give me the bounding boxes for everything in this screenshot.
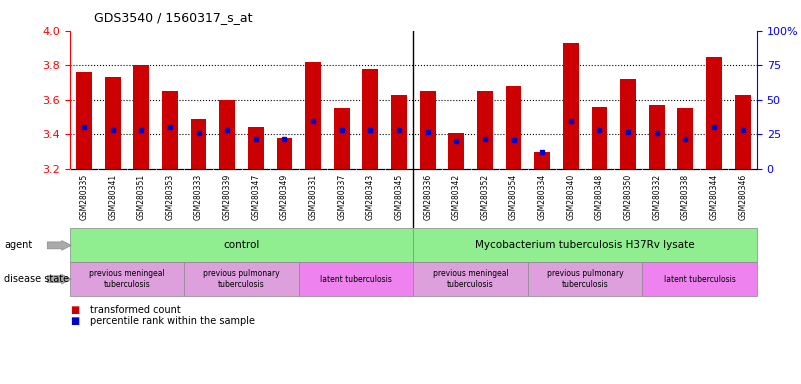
Text: GSM280341: GSM280341 <box>108 174 117 220</box>
Text: transformed count: transformed count <box>90 305 180 314</box>
Bar <box>219 100 235 169</box>
Text: control: control <box>223 240 260 250</box>
Bar <box>649 105 665 169</box>
Bar <box>420 91 436 169</box>
Text: GSM280338: GSM280338 <box>681 174 690 220</box>
Bar <box>248 127 264 169</box>
Text: latent tuberculosis: latent tuberculosis <box>320 275 392 284</box>
Text: GSM280345: GSM280345 <box>395 174 404 220</box>
Bar <box>678 109 693 169</box>
Bar <box>592 107 607 169</box>
Text: GSM280337: GSM280337 <box>337 174 346 220</box>
Text: ■: ■ <box>70 305 79 314</box>
Bar <box>305 62 321 169</box>
Bar <box>76 72 92 169</box>
Text: GSM280348: GSM280348 <box>595 174 604 220</box>
Text: ■: ■ <box>70 316 79 326</box>
Text: disease state: disease state <box>4 274 69 284</box>
Bar <box>134 65 149 169</box>
Text: GSM280333: GSM280333 <box>194 174 203 220</box>
Bar <box>363 69 378 169</box>
Bar <box>391 95 407 169</box>
Text: GSM280353: GSM280353 <box>166 174 175 220</box>
Bar <box>706 56 722 169</box>
Text: percentile rank within the sample: percentile rank within the sample <box>90 316 255 326</box>
Bar <box>505 86 521 169</box>
Text: previous pulmonary
tuberculosis: previous pulmonary tuberculosis <box>547 270 623 289</box>
Bar <box>534 152 550 169</box>
Text: agent: agent <box>4 240 32 250</box>
Bar <box>334 109 349 169</box>
Text: GSM280339: GSM280339 <box>223 174 231 220</box>
Text: GSM280347: GSM280347 <box>252 174 260 220</box>
Bar <box>191 119 207 169</box>
Bar <box>449 132 464 169</box>
Text: GSM280332: GSM280332 <box>652 174 661 220</box>
Bar <box>735 95 751 169</box>
Text: GSM280350: GSM280350 <box>624 174 633 220</box>
Text: GSM280342: GSM280342 <box>452 174 461 220</box>
Text: GSM280352: GSM280352 <box>481 174 489 220</box>
Bar <box>477 91 493 169</box>
Bar <box>276 138 292 169</box>
Text: previous pulmonary
tuberculosis: previous pulmonary tuberculosis <box>203 270 280 289</box>
Text: GSM280335: GSM280335 <box>79 174 88 220</box>
Text: GDS3540 / 1560317_s_at: GDS3540 / 1560317_s_at <box>94 12 252 25</box>
Text: previous meningeal
tuberculosis: previous meningeal tuberculosis <box>89 270 165 289</box>
Text: GSM280346: GSM280346 <box>739 174 747 220</box>
Text: GSM280331: GSM280331 <box>308 174 317 220</box>
Text: GSM280354: GSM280354 <box>509 174 518 220</box>
Text: GSM280340: GSM280340 <box>566 174 575 220</box>
Text: previous meningeal
tuberculosis: previous meningeal tuberculosis <box>433 270 509 289</box>
Bar <box>563 43 578 169</box>
Bar <box>162 91 178 169</box>
Text: latent tuberculosis: latent tuberculosis <box>664 275 735 284</box>
Text: GSM280349: GSM280349 <box>280 174 289 220</box>
Text: GSM280343: GSM280343 <box>366 174 375 220</box>
Text: GSM280351: GSM280351 <box>137 174 146 220</box>
Text: Mycobacterium tuberculosis H37Rv lysate: Mycobacterium tuberculosis H37Rv lysate <box>475 240 695 250</box>
Text: GSM280336: GSM280336 <box>423 174 432 220</box>
Text: GSM280344: GSM280344 <box>710 174 718 220</box>
Text: GSM280334: GSM280334 <box>537 174 546 220</box>
Bar <box>105 78 120 169</box>
Bar <box>620 79 636 169</box>
